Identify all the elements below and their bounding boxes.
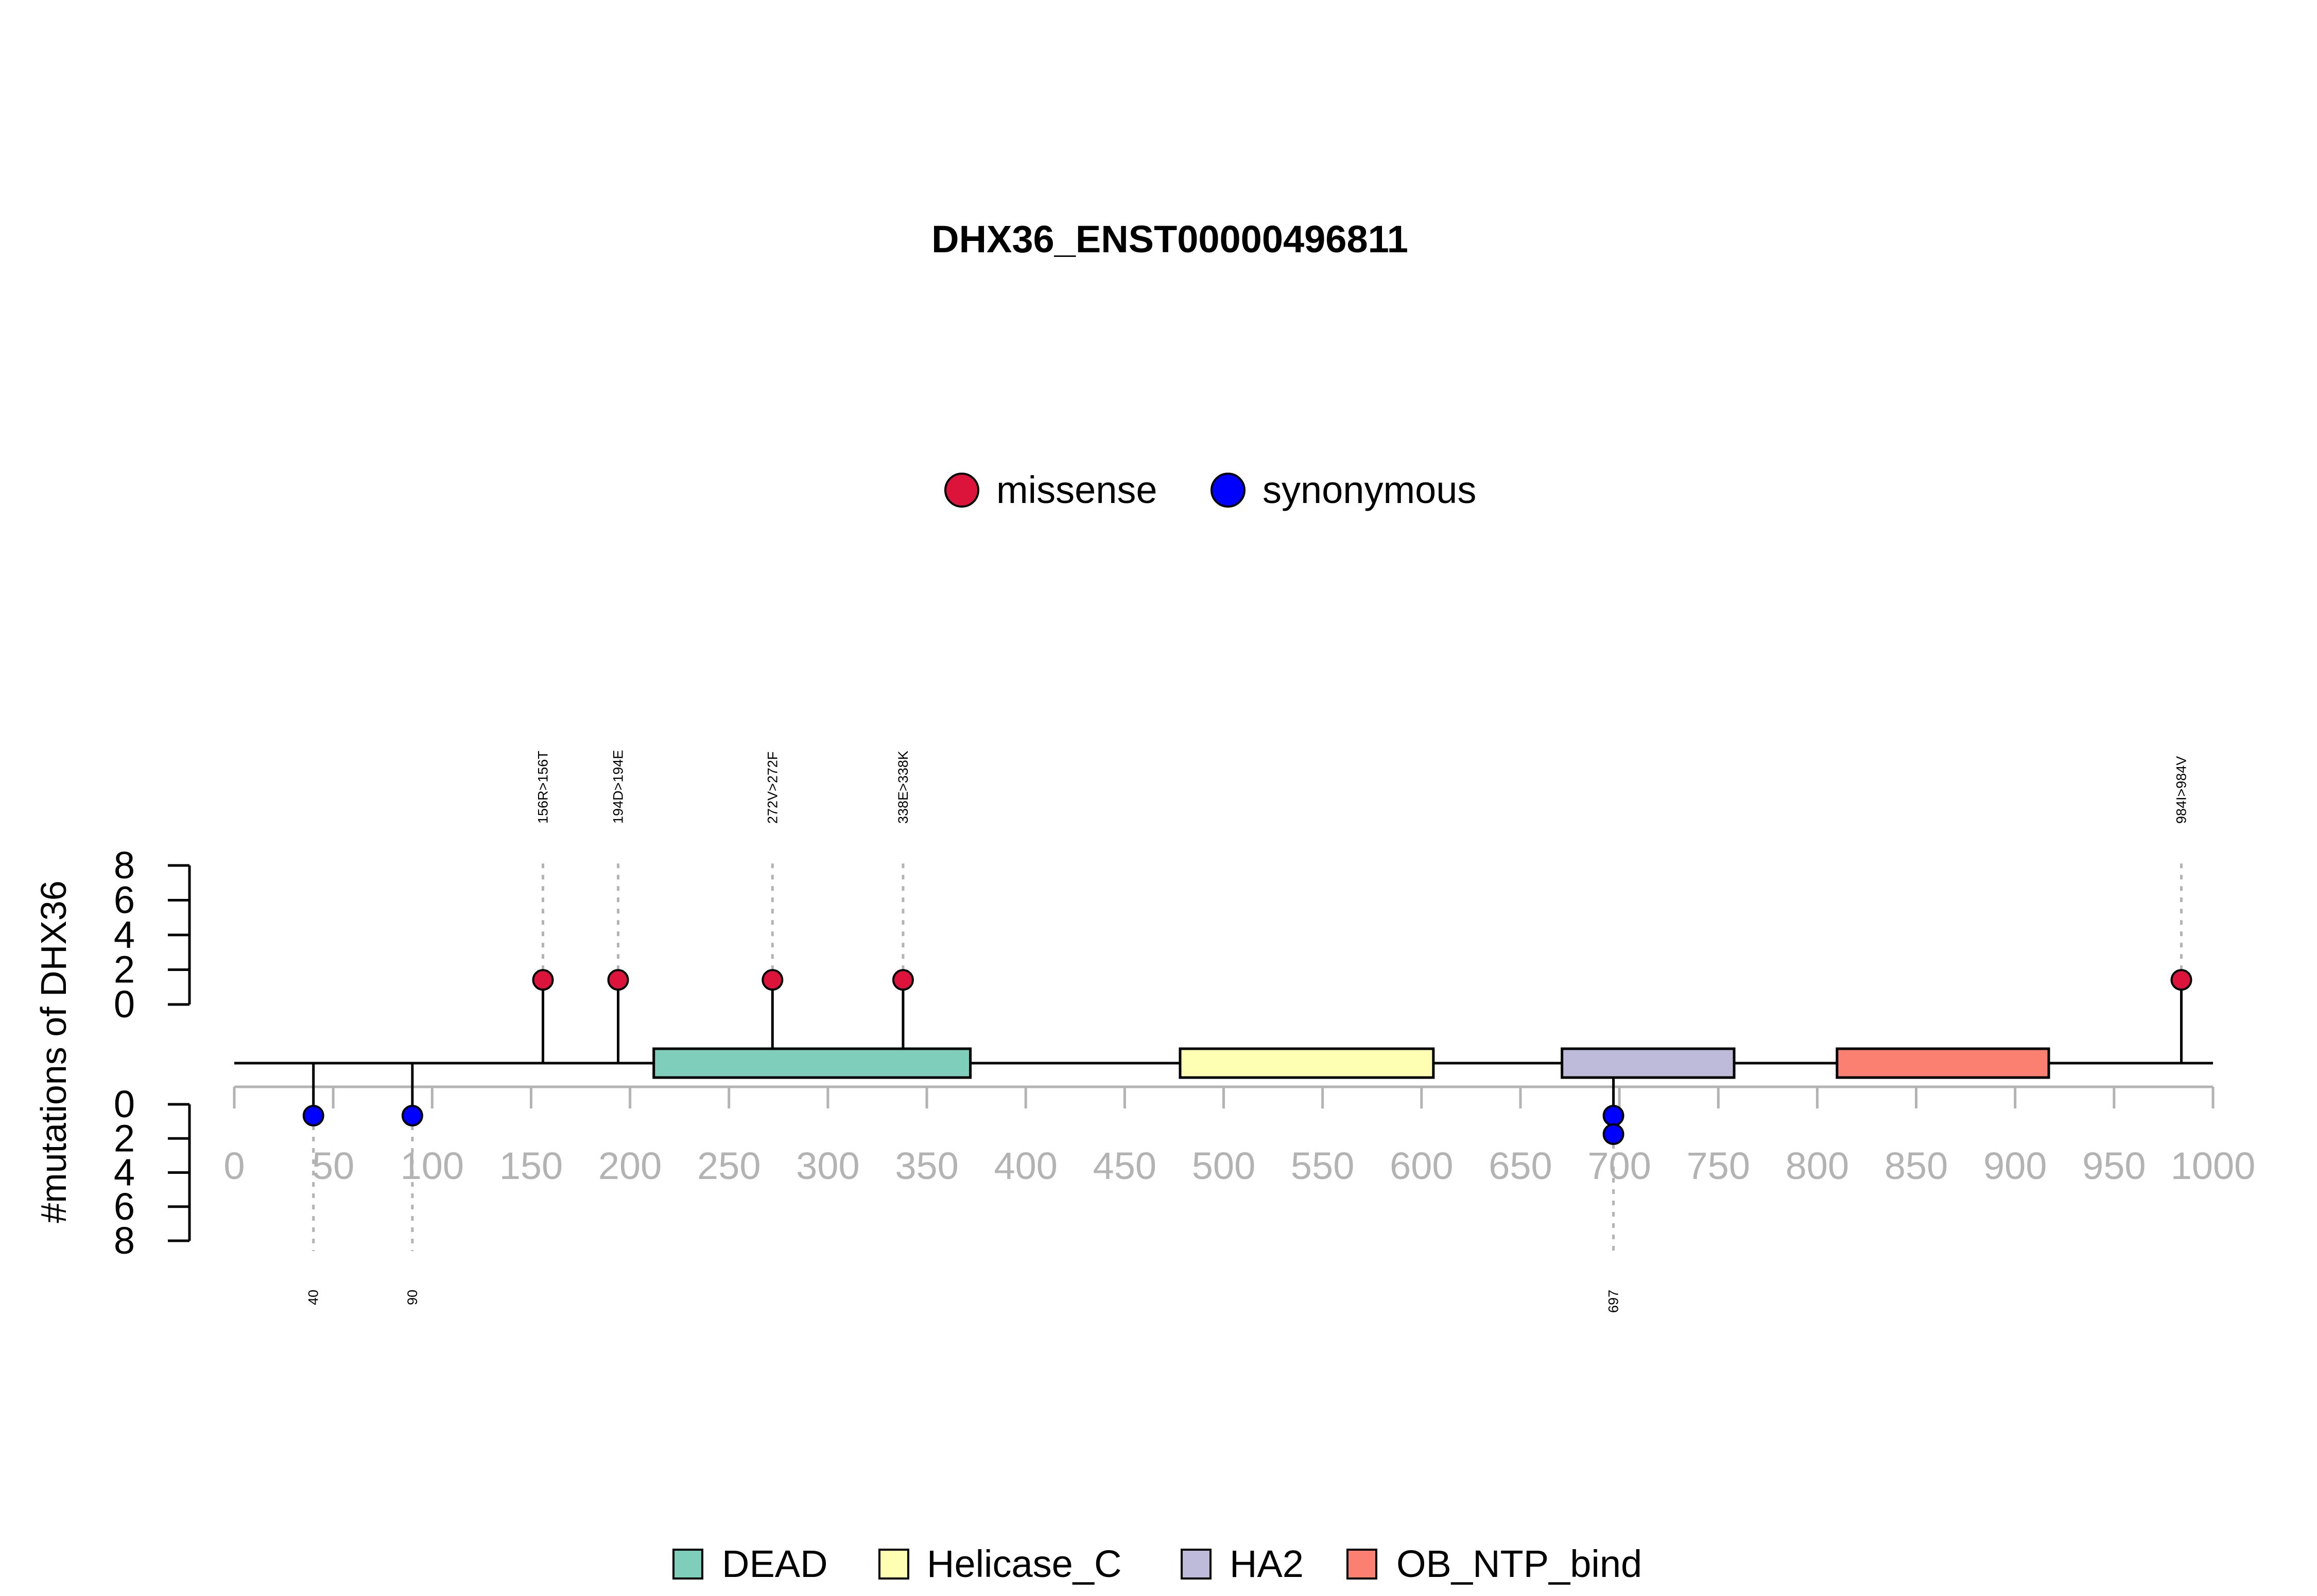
y-bottom-tick-label-6: 6: [114, 1185, 135, 1228]
domain-Helicase_C[interactable]: [1179, 1047, 1435, 1079]
x-tick-label-900: 900: [1983, 1144, 2047, 1187]
x-tick-label-300: 300: [796, 1144, 859, 1187]
x-tick-label-250: 250: [697, 1144, 760, 1187]
legend-label-HA2: HA2: [1230, 1542, 1304, 1585]
x-tick-label-600: 600: [1390, 1144, 1453, 1187]
mutation-legend: missense synonymous: [944, 469, 1476, 511]
x-tick-label-500: 500: [1192, 1144, 1255, 1187]
x-tick-label-450: 450: [1093, 1144, 1156, 1187]
y-top-tick-label-4: 4: [114, 913, 135, 956]
legend-label-missense: missense: [996, 469, 1157, 511]
legend-item-DEAD: DEAD: [672, 1542, 828, 1585]
mutation-lollipops: 156R>156T 194D>194E 272V>272F 338E>338K 984I…: [302, 750, 2192, 1313]
domain-legend: DEAD Helicase_C HA2 OB_NTP_bind: [672, 1542, 1642, 1585]
legend-item-OB_NTP_bind: OB_NTP_bind: [1346, 1542, 1642, 1585]
domain-boxes: [652, 1047, 2050, 1079]
legend-label-DEAD: DEAD: [722, 1542, 828, 1585]
y-top-tick-label-0: 0: [114, 983, 135, 1026]
x-tick-label-650: 650: [1489, 1144, 1552, 1187]
mutation-label-156: 156R>156T: [535, 751, 551, 824]
legend-label-synonymous: synonymous: [1263, 469, 1476, 511]
legend-item-synonymous: synonymous: [1211, 469, 1476, 511]
mutation-dot-697-2[interactable]: [1602, 1123, 1624, 1145]
mutation-label-40: 40: [306, 1290, 321, 1305]
domain-DEAD[interactable]: [652, 1047, 972, 1079]
x-tick-label-150: 150: [499, 1144, 563, 1187]
legend-swatch-HA2: [1181, 1549, 1212, 1580]
y-bottom-tick-label-0: 0: [114, 1083, 135, 1125]
chart-title: DHX36_ENST00000496811: [931, 218, 1408, 261]
legend-label-OB_NTP_bind: OB_NTP_bind: [1396, 1542, 1642, 1585]
mutation-dot-40[interactable]: [302, 1105, 324, 1126]
mutation-dot-90[interactable]: [401, 1105, 423, 1126]
legend-swatch-OB_NTP_bind: [1346, 1549, 1377, 1580]
legend-item-missense: missense: [944, 469, 1157, 511]
legend-item-Helicase_C: Helicase_C: [878, 1542, 1121, 1585]
mutation-dot-984[interactable]: [2170, 969, 2192, 991]
x-tick-label-800: 800: [1786, 1144, 1849, 1187]
y-top-tick-label-2: 2: [114, 948, 135, 991]
mutation-dot-697-1[interactable]: [1602, 1105, 1624, 1126]
mutation-label-90: 90: [405, 1290, 420, 1305]
x-tick-label-750: 750: [1687, 1144, 1750, 1187]
y-bottom-tick-label-4: 4: [114, 1151, 135, 1194]
mutation-dot-338[interactable]: [892, 969, 914, 991]
x-tick-label-0: 0: [223, 1144, 245, 1187]
legend-swatch-missense: [944, 473, 979, 508]
x-tick-label-850: 850: [1884, 1144, 1948, 1187]
x-tick-label-200: 200: [598, 1144, 662, 1187]
y-bottom-tick-label-8: 8: [114, 1219, 135, 1262]
mutation-label-272: 272V>272F: [765, 752, 780, 824]
axes: 0 50 100 150 200 250 300 350 400 450 500 550 600 650 7…: [114, 844, 2255, 1262]
legend-swatch-DEAD: [672, 1549, 703, 1580]
domain-HA2[interactable]: [1561, 1047, 1736, 1079]
domain-OB_NTP_bind[interactable]: [1836, 1047, 2050, 1079]
mutation-label-984: 984I>984V: [2174, 756, 2189, 824]
x-tick-label-550: 550: [1291, 1144, 1354, 1187]
mutation-label-338: 338E>338K: [895, 751, 911, 824]
y-axis-label: #mutations of DHX36: [33, 880, 74, 1223]
y-bottom-tick-label-2: 2: [114, 1117, 135, 1159]
mutation-dot-194[interactable]: [607, 969, 629, 991]
mutation-dot-156[interactable]: [532, 969, 554, 991]
x-tick-label-1000: 1000: [2171, 1144, 2256, 1187]
x-tick-label-950: 950: [2082, 1144, 2146, 1187]
legend-swatch-Helicase_C: [878, 1549, 909, 1580]
legend-swatch-synonymous: [1211, 473, 1246, 508]
mutation-label-194: 194D>194E: [611, 750, 626, 824]
legend-label-Helicase_C: Helicase_C: [927, 1542, 1121, 1585]
y-top-tick-label-8: 8: [114, 844, 135, 887]
y-top-tick-label-6: 6: [114, 879, 135, 922]
x-tick-label-350: 350: [895, 1144, 958, 1187]
x-tick-label-400: 400: [994, 1144, 1057, 1187]
mutation-label-697: 697: [1606, 1290, 1621, 1313]
mutation-dot-272[interactable]: [762, 969, 784, 991]
legend-item-HA2: HA2: [1181, 1542, 1304, 1585]
x-tick-label-700: 700: [1587, 1144, 1651, 1187]
x-tick-label-100: 100: [401, 1144, 464, 1187]
x-tick-label-50: 50: [312, 1144, 354, 1187]
